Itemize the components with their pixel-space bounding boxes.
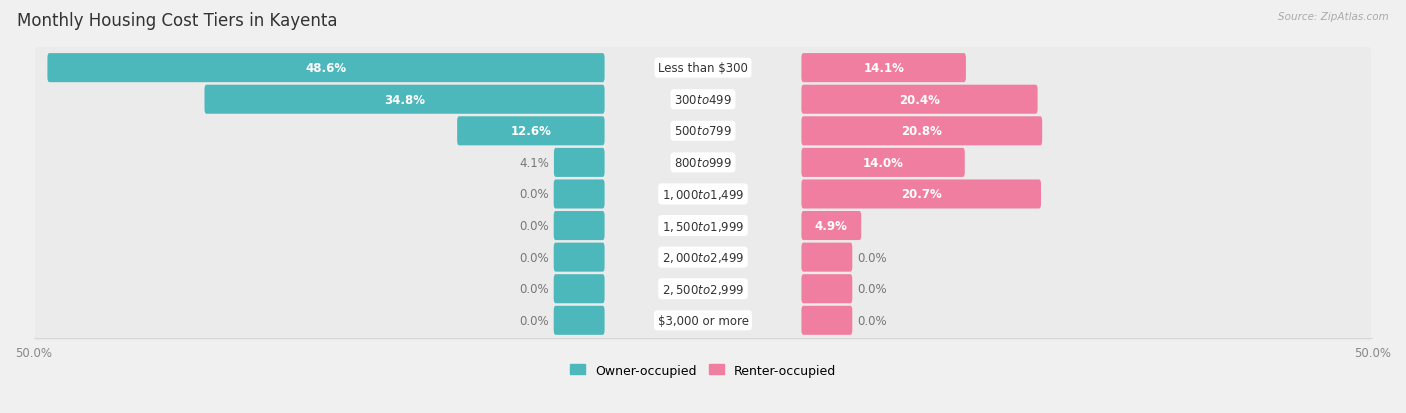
- Text: 0.0%: 0.0%: [858, 282, 887, 295]
- FancyBboxPatch shape: [35, 47, 1371, 89]
- Text: 4.1%: 4.1%: [519, 157, 550, 169]
- Text: 12.6%: 12.6%: [510, 125, 551, 138]
- Text: Monthly Housing Cost Tiers in Kayenta: Monthly Housing Cost Tiers in Kayenta: [17, 12, 337, 30]
- Text: Source: ZipAtlas.com: Source: ZipAtlas.com: [1278, 12, 1389, 22]
- FancyBboxPatch shape: [801, 117, 1042, 146]
- Text: $1,000 to $1,499: $1,000 to $1,499: [662, 188, 744, 202]
- Text: 20.7%: 20.7%: [901, 188, 942, 201]
- Text: $3,000 or more: $3,000 or more: [658, 314, 748, 327]
- FancyBboxPatch shape: [554, 149, 605, 178]
- FancyBboxPatch shape: [35, 174, 1371, 215]
- Text: Less than $300: Less than $300: [658, 62, 748, 75]
- Text: $300 to $499: $300 to $499: [673, 93, 733, 107]
- FancyBboxPatch shape: [554, 243, 605, 272]
- Legend: Owner-occupied, Renter-occupied: Owner-occupied, Renter-occupied: [565, 359, 841, 382]
- Text: 0.0%: 0.0%: [519, 282, 548, 295]
- FancyBboxPatch shape: [35, 142, 1371, 184]
- FancyBboxPatch shape: [801, 85, 1038, 114]
- FancyBboxPatch shape: [35, 79, 1371, 121]
- Text: $2,500 to $2,999: $2,500 to $2,999: [662, 282, 744, 296]
- FancyBboxPatch shape: [457, 117, 605, 146]
- FancyBboxPatch shape: [801, 275, 852, 304]
- Text: 14.1%: 14.1%: [863, 62, 904, 75]
- Text: 4.9%: 4.9%: [815, 220, 848, 233]
- FancyBboxPatch shape: [554, 306, 605, 335]
- Text: 20.4%: 20.4%: [898, 93, 941, 107]
- Text: 0.0%: 0.0%: [858, 314, 887, 327]
- Text: 14.0%: 14.0%: [863, 157, 904, 169]
- FancyBboxPatch shape: [801, 180, 1040, 209]
- Text: 20.8%: 20.8%: [901, 125, 942, 138]
- Text: 0.0%: 0.0%: [519, 251, 548, 264]
- FancyBboxPatch shape: [554, 180, 605, 209]
- FancyBboxPatch shape: [204, 85, 605, 114]
- FancyBboxPatch shape: [801, 54, 966, 83]
- FancyBboxPatch shape: [35, 300, 1371, 341]
- Text: 0.0%: 0.0%: [519, 220, 548, 233]
- FancyBboxPatch shape: [554, 275, 605, 304]
- FancyBboxPatch shape: [35, 111, 1371, 152]
- Text: 0.0%: 0.0%: [519, 314, 548, 327]
- Text: $1,500 to $1,999: $1,500 to $1,999: [662, 219, 744, 233]
- Text: $500 to $799: $500 to $799: [673, 125, 733, 138]
- FancyBboxPatch shape: [801, 149, 965, 178]
- Text: 34.8%: 34.8%: [384, 93, 425, 107]
- FancyBboxPatch shape: [35, 237, 1371, 278]
- Text: 0.0%: 0.0%: [858, 251, 887, 264]
- FancyBboxPatch shape: [801, 243, 852, 272]
- FancyBboxPatch shape: [801, 306, 852, 335]
- FancyBboxPatch shape: [48, 54, 605, 83]
- FancyBboxPatch shape: [35, 205, 1371, 247]
- Text: $800 to $999: $800 to $999: [673, 157, 733, 169]
- Text: $2,000 to $2,499: $2,000 to $2,499: [662, 251, 744, 264]
- FancyBboxPatch shape: [554, 211, 605, 240]
- FancyBboxPatch shape: [801, 211, 862, 240]
- FancyBboxPatch shape: [35, 268, 1371, 310]
- Text: 48.6%: 48.6%: [305, 62, 346, 75]
- Text: 0.0%: 0.0%: [519, 188, 548, 201]
